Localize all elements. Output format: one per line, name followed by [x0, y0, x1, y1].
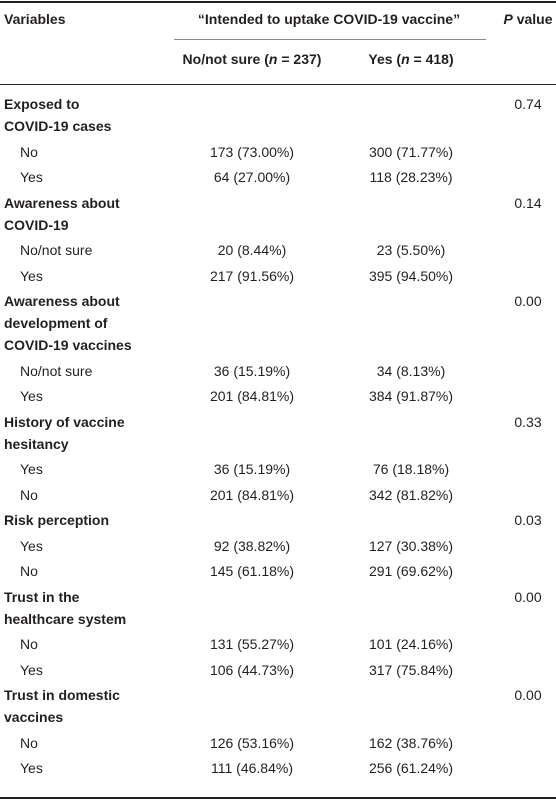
cell-no-not-sure: 201 (84.81%) — [209, 486, 295, 503]
level-label: Yes — [20, 537, 43, 554]
p-value-cell: 0.33 — [514, 413, 542, 430]
header-rule — [0, 84, 556, 85]
variable-label: Risk perception — [4, 512, 110, 528]
level-label: Yes — [20, 169, 43, 185]
cell-no-not-sure: 173 (73.00%) — [209, 143, 295, 160]
cell-yes: 127 (30.38%) — [368, 537, 454, 554]
cell-yes: 256 (61.24%) — [368, 760, 454, 776]
cell-no-not-sure: 126 (53.16%) — [209, 734, 295, 751]
cell-yes: 384 (91.87%) — [368, 388, 454, 404]
cell-yes: 317 (75.84%) — [368, 661, 454, 678]
variable-label: development of — [4, 315, 108, 331]
level-label: No — [20, 143, 38, 160]
header-group-rule — [174, 39, 486, 40]
variable-label: Awareness about — [4, 194, 120, 211]
p-value-cell: 0.00 — [514, 588, 542, 605]
cell-no-not-sure: 64 (27.00%) — [213, 169, 291, 185]
level-label: No — [20, 734, 38, 751]
cell-no-not-sure: 20 (8.44%) — [217, 242, 287, 258]
cell-no-not-sure: 36 (15.19%) — [213, 362, 291, 379]
variable-label: COVID-19 cases — [4, 118, 112, 134]
variable-label: Exposed to — [4, 96, 80, 112]
cell-yes: 23 (5.50%) — [376, 242, 446, 258]
variable-label: healthcare system — [4, 610, 127, 627]
level-label: Yes — [20, 461, 43, 477]
cell-yes: 34 (8.13%) — [376, 362, 446, 379]
level-label: No/not sure — [20, 362, 93, 379]
cell-no-not-sure: 201 (84.81%) — [209, 388, 295, 404]
variable-label: COVID-19 — [4, 216, 69, 233]
cell-yes: 162 (38.76%) — [368, 734, 454, 751]
variable-label: hesitancy — [4, 435, 69, 452]
cell-yes: 76 (18.18%) — [372, 461, 450, 477]
cell-no-not-sure: 217 (91.56%) — [209, 267, 295, 284]
cell-no-not-sure: 111 (46.84%) — [211, 760, 293, 776]
p-value-cell: 0.14 — [514, 194, 542, 211]
p-value-cell: 0.03 — [514, 512, 542, 528]
variable-label: History of vaccine — [4, 413, 125, 430]
cell-yes: 101 (24.16%) — [368, 636, 454, 652]
variable-label: Trust in the — [4, 588, 80, 605]
variable-label: Awareness about — [4, 293, 120, 309]
header-group-title: “Intended to uptake COVID-19 vaccine” — [197, 11, 461, 27]
cell-no-not-sure: 106 (44.73%) — [209, 661, 295, 678]
level-label: No — [20, 486, 38, 503]
header-p-value: P value — [503, 11, 553, 27]
level-label: No — [20, 563, 38, 579]
cell-yes: 291 (69.62%) — [368, 563, 454, 579]
header-col-yes: Yes (n = 418) — [368, 51, 454, 67]
level-label: Yes — [20, 760, 43, 776]
variable-label: vaccines — [4, 709, 64, 725]
cell-no-not-sure: 92 (38.82%) — [213, 537, 291, 554]
cell-yes: 300 (71.77%) — [368, 143, 454, 160]
p-value-cell: 0.00 — [514, 687, 542, 703]
level-label: No — [20, 636, 38, 652]
level-label: No/not sure — [20, 242, 93, 258]
cell-no-not-sure: 131 (55.27%) — [209, 636, 295, 652]
p-value-cell: 0.74 — [514, 96, 542, 112]
header-variables: Variables — [4, 11, 66, 27]
bottom-rule — [0, 797, 556, 799]
cell-yes: 342 (81.82%) — [368, 486, 454, 503]
cell-yes: 395 (94.50%) — [368, 267, 454, 284]
p-value-cell: 0.00 — [514, 293, 542, 309]
header-col-no-not-sure: No/not sure (n = 237) — [182, 51, 322, 67]
cell-no-not-sure: 36 (15.19%) — [213, 461, 291, 477]
variable-label: COVID-19 vaccines — [4, 337, 132, 353]
level-label: Yes — [20, 388, 43, 404]
variable-label: Trust in domestic — [4, 687, 120, 703]
top-rule — [0, 1, 556, 3]
level-label: Yes — [20, 661, 43, 678]
cell-yes: 118 (28.23%) — [369, 169, 453, 185]
cell-no-not-sure: 145 (61.18%) — [209, 563, 295, 579]
level-label: Yes — [20, 267, 43, 284]
